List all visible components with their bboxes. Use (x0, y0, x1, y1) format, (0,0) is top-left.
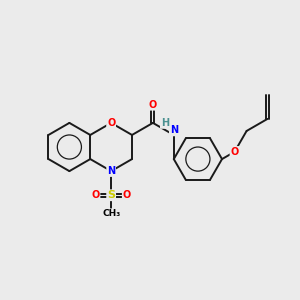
Text: O: O (91, 190, 100, 200)
Text: N: N (107, 166, 115, 176)
Text: H: H (161, 118, 169, 128)
Text: CH₃: CH₃ (102, 209, 120, 218)
Text: S: S (107, 190, 115, 200)
Text: O: O (123, 190, 131, 200)
Text: O: O (149, 100, 157, 110)
Text: O: O (107, 118, 115, 128)
Text: N: N (170, 125, 178, 136)
Text: O: O (230, 147, 239, 157)
